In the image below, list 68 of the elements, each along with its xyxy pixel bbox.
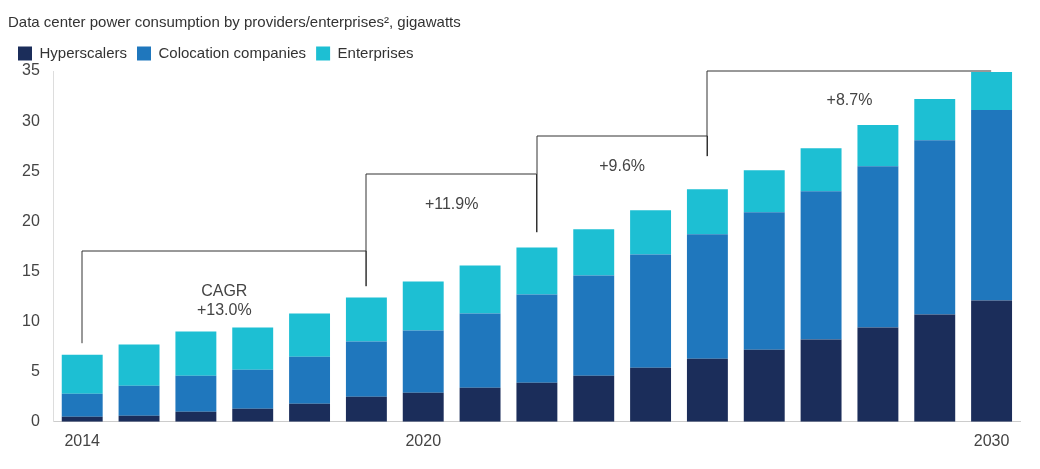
bar — [232, 327, 274, 370]
bar — [459, 265, 501, 314]
bar — [402, 281, 444, 331]
bar — [345, 341, 387, 397]
bar — [459, 313, 501, 388]
bar — [971, 300, 1013, 422]
bar — [345, 396, 387, 422]
bar — [61, 354, 103, 394]
bar — [516, 382, 558, 422]
bar — [743, 349, 785, 422]
bar — [232, 369, 274, 409]
bar — [800, 148, 842, 192]
bar — [686, 234, 728, 359]
legend-label: Colocation companies — [158, 43, 307, 61]
legend-label: Enterprises — [337, 43, 414, 61]
bar — [914, 99, 956, 141]
x-tick-label: 2030 — [973, 431, 1010, 449]
bar — [175, 331, 217, 376]
chart-title: Data center power consumption by providers/enterprises², gigawatts — [8, 13, 461, 31]
bar — [345, 297, 387, 342]
bar — [686, 189, 728, 235]
y-tick-label: 25 — [22, 161, 40, 179]
bar — [914, 314, 956, 422]
annotation: CAGR +13.0% — [196, 282, 252, 319]
bar — [914, 140, 956, 315]
y-tick-label: 20 — [22, 211, 40, 229]
bar — [800, 339, 842, 422]
bar — [573, 275, 615, 376]
bar — [459, 387, 501, 422]
legend-label: Hyperscalers — [39, 43, 128, 61]
bar — [971, 72, 1013, 111]
bar — [630, 367, 672, 422]
bar — [402, 392, 444, 422]
y-tick-label: 5 — [30, 362, 40, 380]
y-tick-label: 0 — [30, 412, 40, 430]
bar — [118, 385, 160, 416]
bar — [630, 210, 672, 255]
bar — [857, 327, 899, 422]
x-tick-label: 2014 — [64, 431, 101, 449]
bar — [573, 375, 615, 422]
bar — [289, 403, 331, 422]
bar — [573, 229, 615, 276]
y-tick-label: 15 — [22, 261, 40, 279]
bar — [289, 313, 331, 357]
bar — [686, 358, 728, 422]
y-tick-label: 30 — [22, 111, 40, 129]
bar — [743, 170, 785, 213]
bar — [516, 247, 558, 295]
y-tick-label: 10 — [22, 311, 40, 329]
bar — [118, 344, 160, 386]
bar — [516, 294, 558, 383]
bar — [232, 408, 274, 422]
bar — [857, 125, 899, 167]
x-tick-label: 2020 — [405, 431, 442, 449]
bar — [800, 191, 842, 340]
bar — [857, 166, 899, 328]
bar — [61, 393, 103, 417]
bar — [175, 375, 217, 412]
annotation: +11.9% — [424, 194, 479, 212]
annotation: +8.7% — [826, 91, 873, 109]
bar — [402, 330, 444, 393]
y-tick-label: 35 — [22, 61, 40, 79]
bar — [289, 356, 331, 404]
bar — [743, 212, 785, 350]
bar — [175, 411, 217, 422]
bar — [971, 110, 1013, 301]
bar — [630, 254, 672, 368]
annotation: +9.6% — [599, 156, 646, 174]
